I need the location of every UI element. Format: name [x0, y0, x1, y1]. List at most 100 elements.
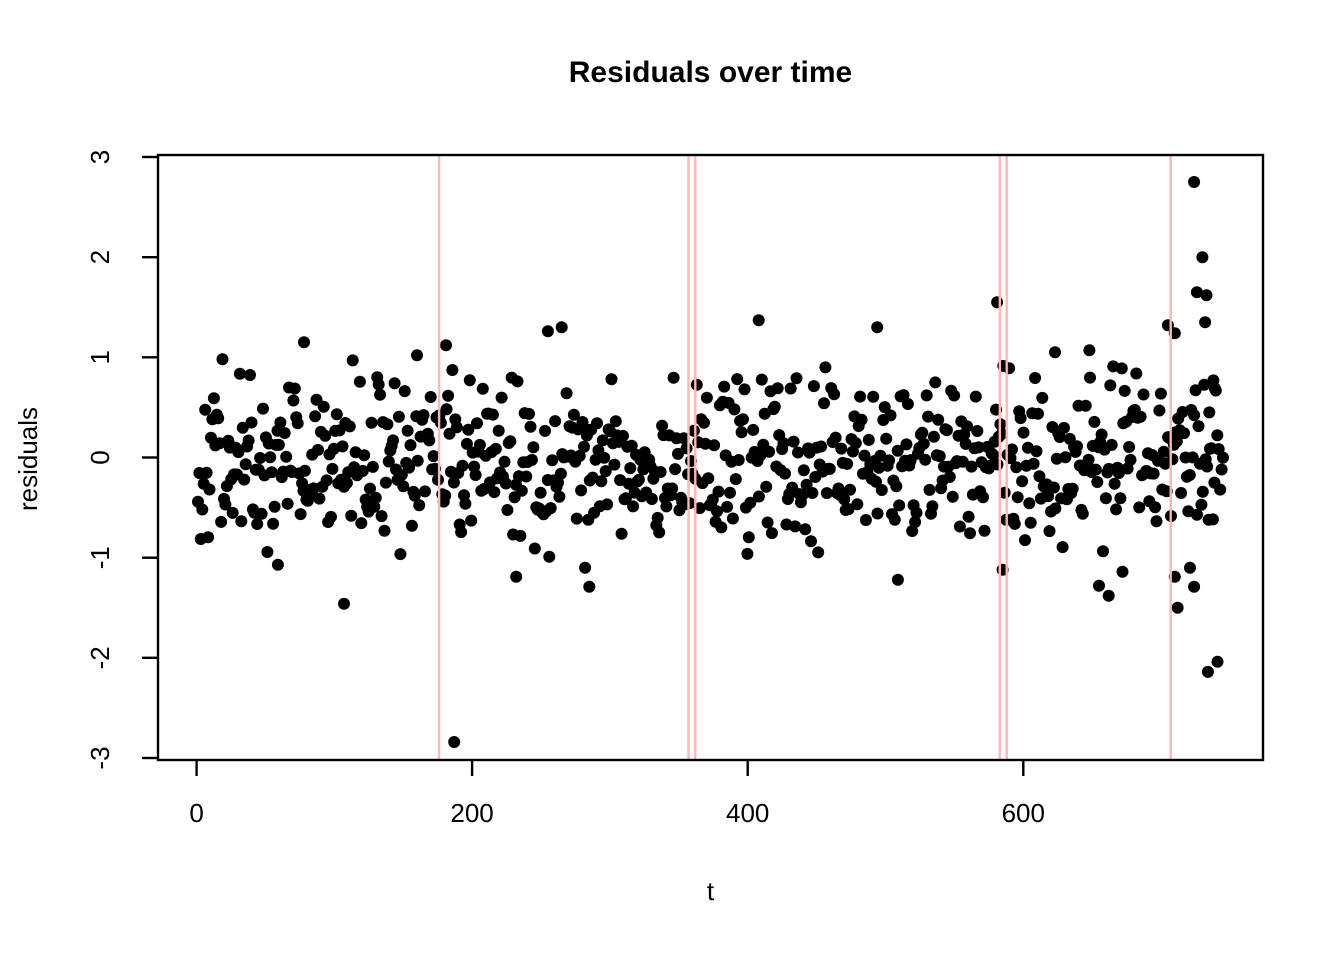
scatter-point: [726, 512, 739, 525]
scatter-point: [1058, 421, 1070, 434]
scatter-point: [961, 420, 974, 433]
scatter-point: [245, 416, 258, 429]
scatter-point: [398, 385, 411, 398]
x-tick-label: 200: [450, 798, 493, 828]
scatter-point: [1079, 399, 1092, 412]
scatter-point: [442, 389, 455, 402]
scatter-point: [787, 435, 800, 448]
scatter-point: [1195, 498, 1208, 511]
scatter-point: [768, 400, 781, 413]
scatter-point: [1203, 406, 1216, 419]
scatter-point: [1147, 467, 1160, 480]
scatter-point: [1110, 503, 1123, 516]
scatter-point: [1029, 372, 1042, 384]
scatter-point: [267, 517, 280, 530]
scatter-point: [880, 432, 893, 445]
scatter-point: [1099, 492, 1112, 505]
scatter-point: [922, 410, 935, 423]
scatter-point: [1019, 534, 1031, 547]
scatter-point: [499, 477, 512, 490]
scatter-point: [1071, 440, 1083, 453]
scatter-point: [448, 736, 461, 748]
scatter-point: [971, 425, 984, 437]
scatter-point: [687, 424, 700, 437]
scatter-point: [265, 466, 278, 479]
scatter-point: [1196, 251, 1209, 264]
scatter-point: [447, 476, 460, 489]
scatter-point: [309, 410, 322, 423]
chart-title: Residuals over time: [568, 56, 853, 89]
scatter-point: [807, 380, 820, 393]
scatter-point: [933, 450, 946, 463]
scatter-point: [401, 424, 414, 437]
scatter-point: [579, 561, 592, 574]
scatter-point: [326, 462, 339, 475]
scatter-point: [1188, 409, 1201, 422]
scatter-point: [700, 391, 713, 404]
scatter-point: [257, 402, 269, 415]
scatter-point: [619, 492, 632, 505]
scatter-point: [312, 443, 324, 456]
scatter-point: [405, 519, 418, 532]
scatter-point: [1190, 286, 1203, 299]
scatter-point: [345, 509, 358, 522]
scatter-point: [355, 517, 368, 530]
scatter-point: [1082, 453, 1095, 466]
scatter-point: [364, 482, 376, 495]
scatter-point: [1116, 565, 1129, 578]
scatter-point: [372, 378, 385, 391]
scatter-point: [1208, 382, 1221, 395]
scatter-point: [199, 403, 212, 416]
scatter-point: [927, 430, 940, 443]
scatter-point: [605, 373, 618, 386]
scatter-point: [382, 455, 395, 468]
scatter-point: [890, 480, 903, 493]
scatter-point: [977, 491, 989, 504]
scatter-point: [368, 500, 381, 513]
scatter-point: [488, 486, 501, 499]
scatter-point: [790, 372, 803, 385]
scatter-point: [440, 403, 453, 416]
scatter-point: [460, 437, 473, 450]
scatter-point: [627, 500, 640, 513]
scatter-point: [394, 548, 407, 561]
scatter-point: [271, 558, 284, 571]
scatter-point: [1105, 438, 1118, 451]
scatter-point: [378, 524, 391, 537]
scatter-point: [1201, 460, 1214, 473]
scatter-point: [891, 573, 904, 586]
scatter-point: [492, 424, 505, 437]
scatter-point: [1088, 415, 1101, 428]
scatter-point: [732, 454, 745, 466]
scatter-point: [1149, 501, 1162, 514]
scatter-point: [943, 470, 956, 483]
scatter-point: [242, 434, 255, 447]
scatter-point: [281, 497, 294, 510]
scatter-point: [987, 448, 1000, 461]
scatter-point: [835, 442, 848, 455]
scatter-point: [677, 432, 690, 445]
scatter-point: [1027, 457, 1040, 470]
scatter-point: [1036, 391, 1049, 404]
y-tick-label: 3: [85, 150, 115, 164]
scatter-point: [235, 515, 248, 528]
scatter-point: [476, 382, 489, 395]
plot-box: [156, 153, 1265, 762]
scatter-point: [765, 527, 778, 540]
scatter-point: [844, 483, 856, 496]
scatter-point: [501, 504, 514, 516]
scatter-point: [777, 437, 790, 450]
scatter-point: [632, 473, 645, 486]
scatter-point: [969, 390, 982, 403]
scatter-point: [239, 458, 252, 471]
scatter-point: [1166, 453, 1179, 466]
scatter-point: [527, 441, 540, 454]
scatter-point: [233, 367, 246, 380]
scatter-point: [434, 416, 447, 429]
scatter-point: [854, 390, 867, 403]
scatter-point: [1023, 497, 1036, 510]
scatter-point: [511, 375, 524, 388]
scatter-point: [867, 390, 880, 403]
scatter-point: [893, 499, 906, 512]
